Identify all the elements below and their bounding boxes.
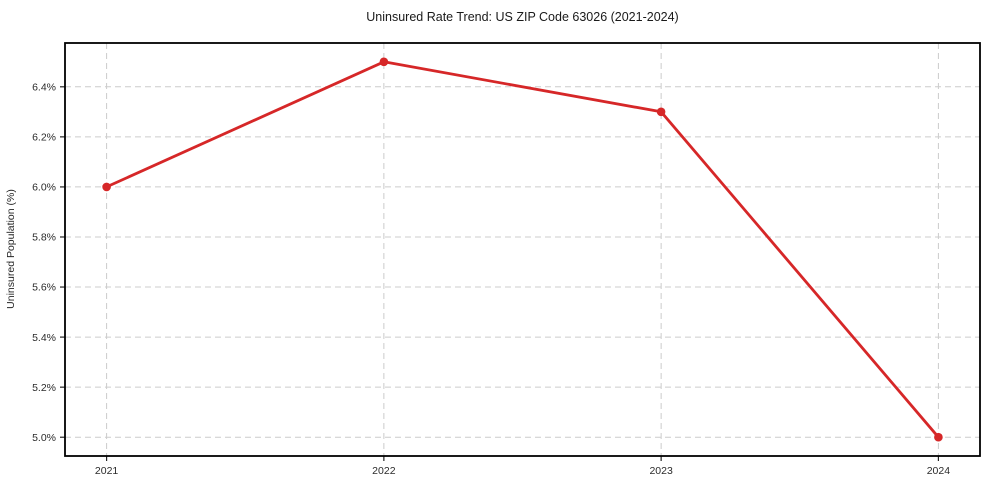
x-tick-label: 2021 [95, 465, 119, 477]
x-tick-label: 2024 [927, 465, 951, 477]
y-tick-label: 5.6% [32, 282, 56, 294]
y-tick-label: 6.2% [32, 132, 56, 144]
y-tick-label: 5.8% [32, 232, 56, 244]
y-axis-label: Uninsured Population (%) [5, 189, 17, 309]
plot-border [64, 42, 981, 457]
data-point-marker [379, 57, 389, 67]
grid-layer [65, 43, 980, 456]
data-point-marker [102, 182, 111, 192]
y-tick-label: 6.4% [32, 82, 56, 94]
chart-title: Uninsured Rate Trend: US ZIP Code 63026 … [366, 10, 678, 24]
axis-layer: 5.0% 5.2% 5.4% 5.6% 5.8% 6.0% 6.2% 6.4% 2021 2022… [32, 42, 981, 477]
y-tick-label: 6.0% [32, 182, 56, 194]
data-point-marker [656, 107, 666, 117]
x-tick-label: 2023 [649, 465, 673, 477]
y-tick-label: 5.4% [32, 332, 56, 344]
y-tick-label: 5.0% [32, 432, 56, 444]
data-point-marker [934, 432, 943, 442]
data-series-layer [102, 57, 943, 442]
series-line [105, 60, 940, 439]
y-tick-label: 5.2% [32, 382, 56, 394]
x-tick-label: 2022 [372, 465, 396, 477]
